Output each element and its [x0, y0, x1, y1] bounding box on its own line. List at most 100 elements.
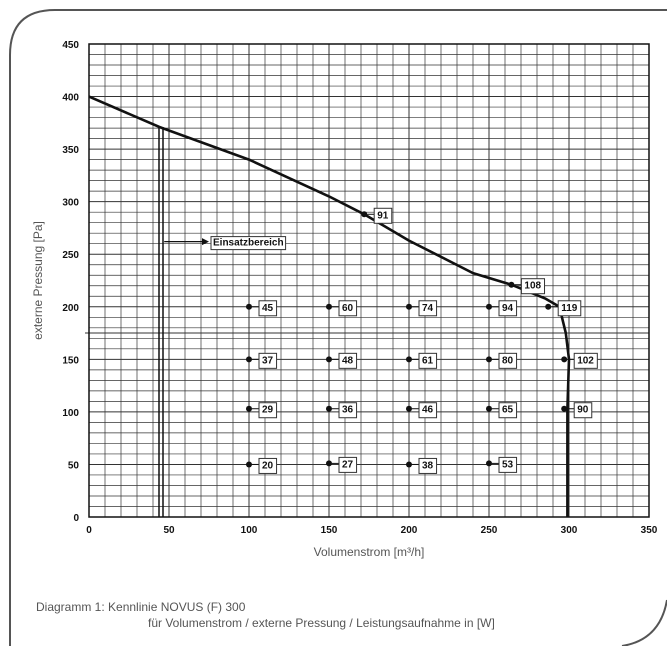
x-tick-label: 350 — [641, 525, 658, 536]
data-marker — [406, 405, 412, 412]
data-marker — [486, 460, 492, 467]
y-tick-label: 150 — [62, 355, 79, 366]
data-marker — [246, 461, 252, 468]
data-label: 37 — [262, 355, 274, 366]
data-marker — [326, 405, 332, 412]
data-point: 90 — [561, 402, 593, 419]
data-label-box — [258, 402, 278, 419]
data-label-box — [418, 457, 438, 474]
data-label-box — [418, 300, 438, 317]
data-marker — [326, 303, 332, 310]
data-marker — [246, 405, 252, 412]
data-marker — [486, 303, 492, 310]
data-label-box — [258, 352, 278, 369]
data-label: 46 — [422, 405, 434, 416]
data-label: 38 — [422, 460, 434, 471]
rounded-frame-border-bottom — [621, 599, 667, 646]
data-label: 60 — [342, 303, 354, 314]
y-tick-label: 0 — [73, 513, 79, 524]
data-label-box — [573, 352, 598, 369]
data-marker — [246, 303, 252, 310]
y-tick-label: 250 — [62, 250, 79, 261]
data-label: 29 — [262, 405, 274, 416]
data-label: 119 — [561, 303, 578, 314]
data-label-box — [258, 300, 278, 317]
plot-border — [88, 43, 650, 518]
data-point: 46 — [406, 402, 438, 419]
data-point: 94 — [486, 300, 518, 317]
data-marker — [508, 281, 515, 288]
data-label: 94 — [502, 303, 514, 314]
x-tick-label: 50 — [163, 525, 175, 536]
x-tick-label: 200 — [401, 525, 418, 536]
data-point: 119 — [545, 300, 582, 317]
y-tick-label: 400 — [62, 93, 79, 104]
data-marker — [246, 356, 252, 363]
data-label-box — [498, 456, 518, 473]
y-tick-label: 450 — [62, 40, 79, 51]
data-point: 37 — [246, 352, 278, 369]
data-label: 102 — [577, 355, 594, 366]
data-label: 74 — [422, 303, 434, 314]
data-label-box — [498, 402, 518, 419]
data-point: 102 — [561, 352, 598, 369]
caption-line-2: für Volumenstrom / externe Pressung / Le… — [148, 616, 495, 630]
data-point: 60 — [326, 300, 358, 317]
data-point: 91 — [361, 207, 393, 224]
data-point: 53 — [486, 456, 518, 473]
data-label: 65 — [502, 405, 514, 416]
data-marker — [326, 460, 332, 467]
annotation-box — [210, 236, 287, 251]
data-label: 45 — [262, 303, 274, 314]
data-label-box — [573, 402, 593, 419]
data-label: 27 — [342, 459, 354, 470]
data-marker — [361, 211, 368, 218]
caption-line-1: Diagramm 1: Kennlinie NOVUS (F) 300 — [36, 600, 246, 614]
data-point: 48 — [326, 352, 358, 369]
data-label-box — [258, 457, 278, 474]
data-label: 108 — [524, 281, 541, 292]
x-tick-label: 150 — [321, 525, 338, 536]
data-point: 61 — [406, 352, 438, 369]
data-point: 80 — [486, 352, 518, 369]
data-label-box — [557, 300, 582, 317]
data-marker — [561, 356, 568, 363]
data-point: 20 — [246, 457, 278, 474]
data-label: 53 — [502, 459, 514, 470]
data-marker — [561, 405, 568, 412]
annotation-arrow-head — [202, 238, 209, 246]
data-point: 45 — [246, 300, 278, 317]
data-marker — [406, 303, 412, 310]
data-marker — [486, 405, 492, 412]
performance-curve — [88, 95, 571, 517]
x-tick-label: 0 — [86, 525, 92, 536]
data-label: 80 — [502, 355, 514, 366]
data-label-box — [418, 402, 438, 419]
data-point: 29 — [246, 402, 278, 419]
data-label: 91 — [377, 210, 389, 221]
data-label-box — [373, 207, 393, 224]
x-tick-label: 100 — [241, 525, 258, 536]
y-tick-label: 200 — [62, 303, 79, 314]
data-label-box — [338, 402, 358, 419]
data-marker — [326, 356, 332, 363]
data-point: 65 — [486, 402, 518, 419]
data-label-box — [498, 300, 518, 317]
data-point: 36 — [326, 402, 358, 419]
data-point: 38 — [406, 457, 438, 474]
data-point: 74 — [406, 300, 438, 317]
data-marker — [406, 461, 412, 468]
data-label-box — [338, 352, 358, 369]
data-label: 36 — [342, 405, 354, 416]
data-marker — [545, 303, 552, 310]
y-axis-label: externe Pressung [Pa] — [31, 221, 45, 340]
data-label-box — [338, 300, 358, 317]
data-marker — [406, 356, 412, 363]
x-axis-label: Volumenstrom [m³/h] — [314, 545, 425, 559]
rounded-frame-border — [9, 9, 667, 646]
data-label: 61 — [422, 355, 434, 366]
y-tick-label: 100 — [62, 408, 79, 419]
y-tick-label: 50 — [68, 460, 80, 471]
data-label: 20 — [262, 460, 274, 471]
